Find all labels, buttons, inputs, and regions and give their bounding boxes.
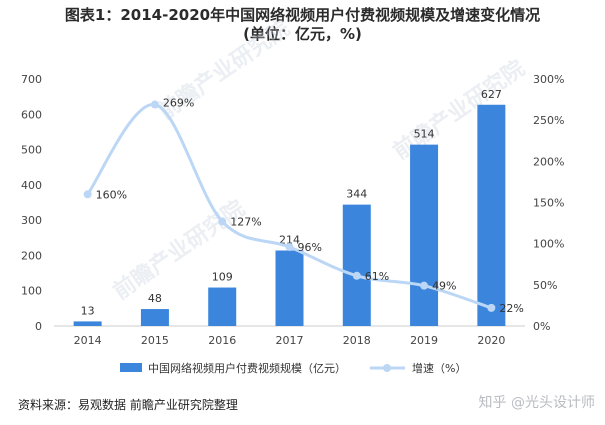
y-right-tick-label: 200% (533, 155, 564, 168)
x-tick-label: 2014 (74, 334, 102, 347)
legend-bar-swatch (120, 363, 142, 372)
bar (208, 287, 237, 326)
chart-title: 图表1：2014-2020年中国网络视频用户付费视频规模及增速变化情况 (单位：… (0, 6, 605, 44)
bar-value-label: 627 (481, 88, 502, 101)
source-note: 资料来源：易观数据 前瞻产业研究院整理 (18, 398, 238, 412)
chart-title-line1: 图表1：2014-2020年中国网络视频用户付费视频规模及增速变化情况 (64, 6, 541, 24)
y-left-tick-label: 0 (35, 320, 42, 333)
growth-value-label: 22% (499, 302, 523, 315)
bar-value-label: 13 (81, 304, 95, 317)
legend-line-marker (383, 364, 391, 372)
legend-bar-label: 中国网络视频用户付费视频规模（亿元） (148, 361, 346, 375)
bar (410, 144, 439, 326)
y-left-tick-label: 700 (21, 73, 42, 86)
growth-value-label: 49% (432, 280, 456, 293)
legend-line-label: 增速（%） (412, 361, 466, 375)
y-left-tick-label: 600 (21, 108, 42, 121)
bar (477, 104, 506, 326)
bar (342, 204, 371, 326)
growth-point (420, 281, 429, 290)
y-right-tick-label: 300% (533, 73, 564, 86)
y-right-tick-label: 100% (533, 238, 564, 251)
growth-value-label: 96% (298, 241, 322, 254)
y-left-tick-label: 100 (21, 285, 42, 298)
growth-value-label: 127% (230, 215, 261, 228)
growth-value-label: 61% (365, 270, 389, 283)
x-tick-label: 2016 (208, 334, 236, 347)
y-right-tick-label: 150% (533, 197, 564, 210)
bar (73, 321, 102, 326)
brand-watermark: 知乎 @光头设计师 (478, 395, 595, 411)
growth-point (487, 303, 496, 312)
x-tick-label: 2019 (410, 334, 438, 347)
y-left-tick-label: 500 (21, 144, 42, 157)
x-tick-label: 2017 (276, 334, 304, 347)
bar-value-label: 48 (148, 292, 162, 305)
x-tick-label: 2015 (141, 334, 169, 347)
watermark-text: 前瞻产业研究院 (389, 55, 530, 165)
y-right-tick-label: 50% (533, 279, 557, 292)
growth-value-label: 269% (163, 97, 194, 110)
bar-value-label: 109 (212, 271, 233, 284)
growth-point (83, 190, 92, 199)
bar (275, 250, 304, 326)
bar-value-label: 214 (279, 233, 300, 246)
growth-point (150, 100, 159, 109)
chart-title-line2: (单位：亿元，%) (243, 25, 362, 43)
growth-value-label: 160% (96, 188, 127, 201)
y-left-tick-label: 400 (21, 179, 42, 192)
growth-point (218, 217, 227, 226)
bar-value-label: 344 (346, 188, 367, 201)
bar (140, 309, 169, 326)
x-tick-label: 2018 (343, 334, 371, 347)
x-tick-label: 2020 (477, 334, 505, 347)
y-right-tick-label: 0% (533, 320, 550, 333)
y-left-tick-label: 200 (21, 249, 42, 262)
y-left-tick-label: 300 (21, 214, 42, 227)
growth-point (285, 242, 294, 251)
y-right-tick-label: 250% (533, 114, 564, 127)
bar-value-label: 514 (414, 128, 435, 141)
growth-point (352, 271, 361, 280)
